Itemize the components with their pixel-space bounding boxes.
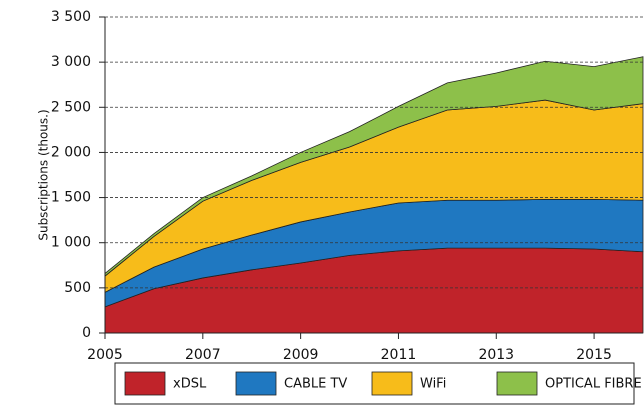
y-tick-label: 0: [82, 325, 91, 341]
y-tick-label: 2 000: [51, 144, 91, 160]
y-tick-label: 2 500: [51, 99, 91, 115]
x-tick-label: 2015: [576, 347, 612, 363]
x-tick-label: 2007: [185, 347, 221, 363]
legend-swatch: [124, 371, 166, 396]
x-tick-label: 2013: [478, 347, 514, 363]
legend-box: [114, 362, 635, 405]
y-tick-label: 1 500: [51, 190, 91, 206]
legend-label: CABLE TV: [284, 377, 347, 392]
x-tick-label: 2011: [381, 347, 417, 363]
y-tick-label: 500: [64, 280, 91, 296]
y-axis-label: Subscriptions (thous.): [37, 109, 51, 240]
x-tick-label: 2009: [283, 347, 319, 363]
x-tick-label: 2005: [87, 347, 123, 363]
legend-label: xDSL: [173, 377, 207, 392]
legend-swatch: [371, 371, 413, 396]
legend-swatch: [235, 371, 277, 396]
legend-swatch: [496, 371, 538, 396]
legend-label: WiFi: [420, 377, 446, 392]
y-tick-label: 1 000: [51, 235, 91, 251]
y-tick-label: 3 000: [51, 54, 91, 70]
y-tick-label: 3 500: [51, 9, 91, 25]
legend-label: OPTICAL FIBRE: [545, 377, 642, 392]
